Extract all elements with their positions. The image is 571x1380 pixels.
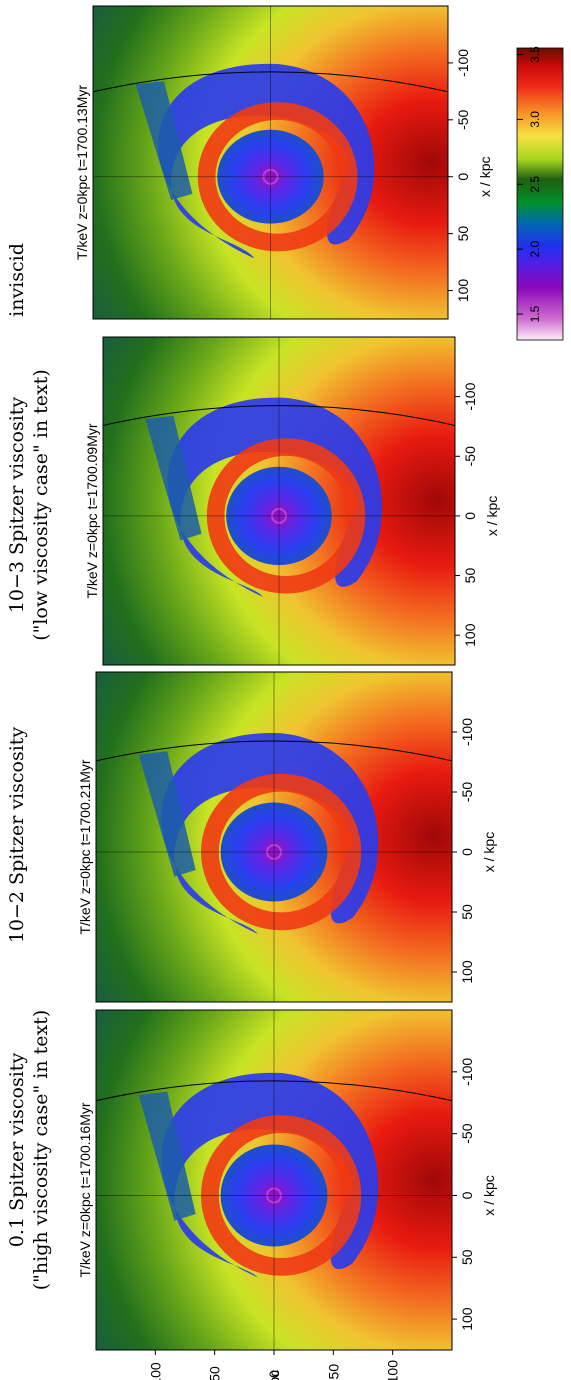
colorbar-gradient — [516, 47, 564, 341]
panel-caption: ("low viscosity case" in text) — [30, 369, 52, 641]
cold-front-tail — [145, 415, 202, 541]
colorbar-tick-label: 2.0 — [528, 240, 542, 257]
cold-front-arm — [161, 732, 379, 934]
x-axis-label: x / kpc — [484, 496, 500, 536]
x-tick-label: -50 — [459, 1123, 475, 1143]
x-tick-label: -50 — [459, 782, 475, 802]
colorbar-tick-label: 3.0 — [528, 111, 542, 128]
x-tick-label: -100 — [459, 1058, 475, 1086]
time-label: T/keV z=0kpc t=1700.16Myr — [77, 1102, 93, 1277]
x-tick-label: 100 — [462, 623, 478, 647]
cold-front-tail — [138, 1091, 196, 1221]
colorbar-tick-label: 2.5 — [528, 176, 542, 193]
x-tick-label: 100 — [459, 960, 475, 984]
x-tick-label: 0 — [462, 512, 478, 520]
x-tick-label: 0 — [459, 848, 475, 856]
x-tick-label: 100 — [459, 1307, 475, 1331]
panel-caption: 10−2 Spitzer viscosity — [6, 727, 28, 944]
cold-front-tail — [138, 751, 196, 877]
y-tick-label: -50 — [325, 1364, 341, 1380]
panel-p1: -100 -50 0 50 100 x / kpc 100 50 0 -50 -100 y / kpc… — [6, 1009, 497, 1380]
y-axis-label: y / kpc — [266, 1370, 282, 1380]
y-tick-label: 100 — [147, 1362, 163, 1380]
temperature-map — [93, 6, 448, 319]
x-tick-label: -100 — [459, 718, 475, 746]
colorbar-tick-label: 1.5 — [528, 305, 542, 322]
panel-p3: -100 -50 0 50 100 x / kpc T/keV z=0kpc t=1700.… — [6, 336, 500, 666]
panel-frame — [92, 5, 449, 320]
x-axis-label: x / kpc — [477, 156, 493, 196]
cold-front-arm — [167, 397, 383, 597]
x-tick-label: -100 — [455, 49, 471, 77]
y-tick-label: 0 — [266, 1370, 282, 1378]
x-tick-label: 50 — [459, 904, 475, 920]
x-axis-label: x / kpc — [481, 1175, 497, 1215]
y-tick-label: 50 — [207, 1366, 223, 1380]
x-tick-label: 50 — [462, 568, 478, 584]
colorbar: 1.5 2.0 2.5 3.0 3.5 — [516, 46, 564, 341]
x-tick-label: 50 — [455, 226, 471, 242]
panel-frame — [102, 336, 456, 666]
x-tick-label: -100 — [462, 382, 478, 410]
temperature-map — [96, 672, 452, 1002]
panel-caption: 10−3 Spitzer viscosity — [6, 397, 28, 614]
time-label: T/keV z=0kpc t=1700.21Myr — [77, 759, 93, 934]
x-tick-label: 0 — [459, 1191, 475, 1199]
panel-frame — [95, 671, 453, 1003]
x-tick-label: -50 — [455, 109, 471, 129]
panel-p2: -100 -50 0 50 100 x / kpc T/keV z=0kpc t=1700.… — [6, 671, 497, 1003]
y-tick-label: -100 — [385, 1360, 401, 1380]
x-tick-label: 100 — [455, 279, 471, 303]
panel-caption: 0.1 Spitzer viscosity — [6, 1053, 28, 1248]
x-tick-label: -50 — [462, 446, 478, 466]
panel-caption: inviscid — [6, 243, 28, 317]
colorbar-tick-label: 3.5 — [528, 46, 542, 63]
x-axis-label: x / kpc — [481, 832, 497, 872]
panel-p4: -100 -50 0 50 100 x / kpc T/keV z=0kpc t=1700.… — [6, 5, 493, 320]
cold-front-arm — [161, 1072, 379, 1278]
x-tick-label: 50 — [459, 1249, 475, 1265]
x-tick-label: 0 — [455, 173, 471, 181]
temperature-map — [103, 337, 455, 665]
temperature-map — [96, 1010, 452, 1350]
time-label: T/keV z=0kpc t=1700.13Myr — [74, 85, 90, 260]
panel-caption: ("high viscosity case" in text) — [30, 1010, 52, 1291]
time-label: T/keV z=0kpc t=1700.09Myr — [84, 423, 100, 598]
cold-front-arm — [158, 63, 375, 259]
cold-front-tail — [135, 81, 193, 201]
